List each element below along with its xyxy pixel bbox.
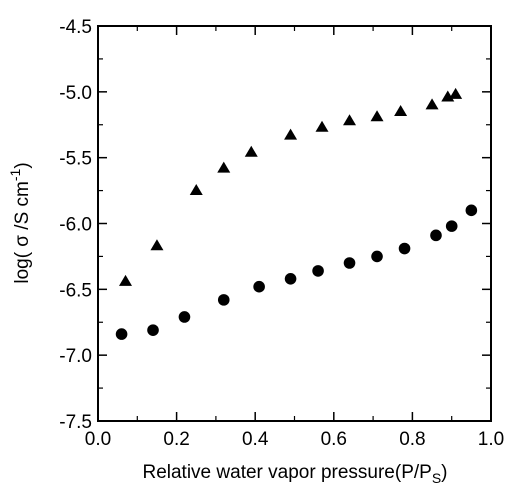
circle-marker [217, 294, 230, 306]
y-tick-label: -6.5 [59, 280, 92, 301]
x-axis-title: Relative water vapor pressure(P/PS) [142, 462, 447, 486]
triangle-marker [189, 183, 203, 195]
triangle-marker [343, 114, 357, 126]
data-markers [115, 87, 478, 340]
x-tick-label: 0.4 [242, 429, 269, 450]
x-tick-label: 0.6 [321, 429, 347, 450]
ticks [97, 25, 492, 422]
tick-labels: 0.0 0.2 0.4 0.6 0.8 1.0 -7.5 -7.0 -6.5 -6.0 -5.5 -5… [59, 17, 504, 450]
x-tick-label: 0.2 [163, 429, 189, 450]
y-tick-label: -5.0 [59, 83, 92, 104]
x-tick-label: 1.0 [478, 429, 504, 450]
triangle-marker [284, 128, 298, 140]
x-tick-label: 0.0 [85, 429, 111, 450]
circle-marker [445, 220, 458, 232]
circle-marker [343, 257, 356, 269]
triangle-marker [370, 110, 384, 122]
circle-marker [430, 229, 442, 242]
triangle-marker [315, 120, 329, 132]
triangle-marker [394, 104, 408, 116]
triangle-marker [244, 145, 258, 157]
circle-marker [284, 273, 297, 285]
triangle-marker [119, 274, 133, 286]
circle-marker [312, 265, 324, 277]
triangle-marker [449, 87, 463, 99]
circle-marker [147, 324, 159, 336]
y-tick-label: -6.0 [59, 215, 92, 236]
triangle-marker [217, 161, 231, 173]
plot-frame [97, 25, 492, 422]
y-tick-label: -7.5 [59, 412, 92, 433]
circle-marker [398, 242, 411, 255]
y-axis-title: log( σ /S cm-1) [7, 162, 33, 283]
circle-marker [178, 311, 191, 323]
circle-marker [253, 280, 265, 293]
circle-marker [115, 328, 128, 340]
triangle-marker [425, 98, 439, 110]
triangle-marker [150, 239, 164, 251]
x-tick-label: 0.8 [399, 429, 425, 450]
y-tick-label: -4.5 [59, 17, 92, 38]
y-tick-label: -5.5 [59, 149, 92, 170]
circle-marker [465, 204, 478, 217]
y-tick-label: -7.0 [59, 346, 92, 367]
circle-marker [371, 250, 383, 263]
